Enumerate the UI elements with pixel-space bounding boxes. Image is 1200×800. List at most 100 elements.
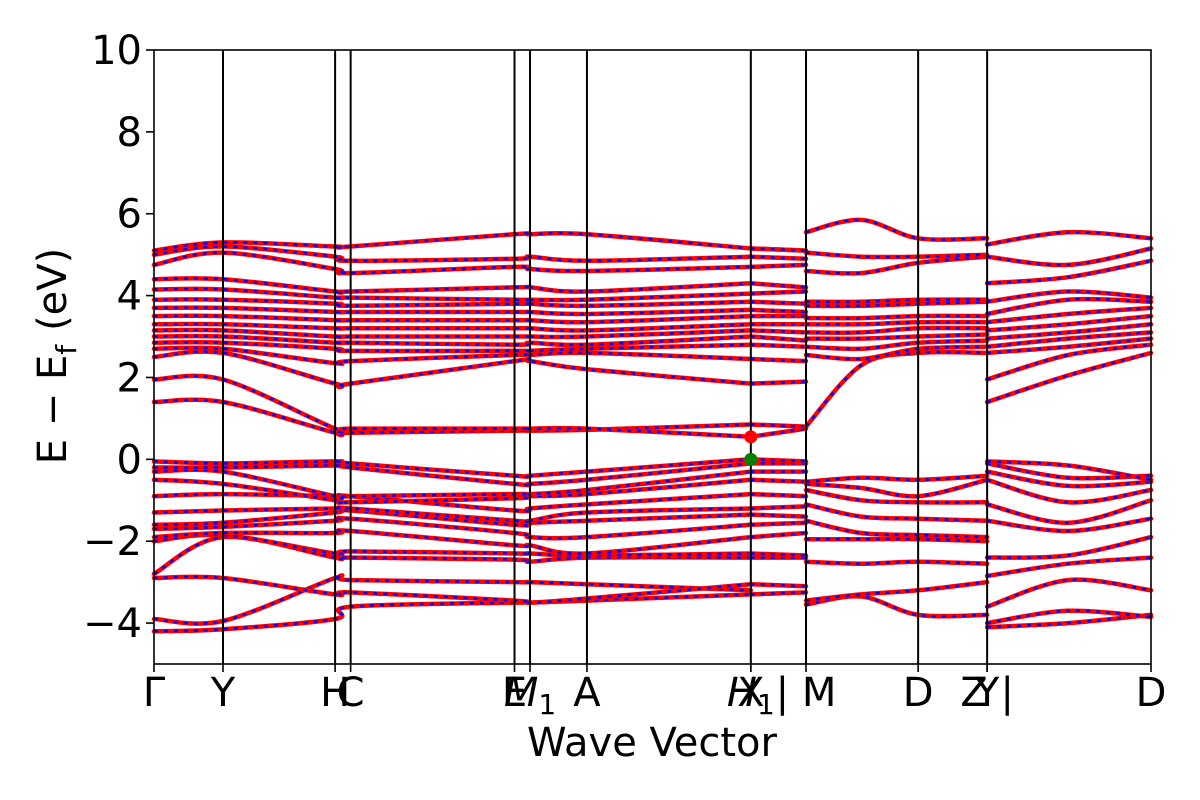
band-dash-seg0-b20 bbox=[153, 328, 751, 339]
band-line-seg1-b16 bbox=[748, 356, 809, 364]
band-dash-seg0-b23 bbox=[153, 306, 751, 316]
x-tick-label-3: C bbox=[337, 670, 365, 716]
svg-text:E − Ef(eV): E − Ef (eV) bbox=[30, 248, 83, 465]
band-dash-seg0-b15 bbox=[153, 374, 751, 439]
x-tick-label-6: A bbox=[573, 670, 601, 716]
band-dash-seg2-b8 bbox=[805, 474, 988, 484]
band-dash-seg3-b1 bbox=[986, 609, 1152, 625]
band-dash-seg2-b15 bbox=[805, 314, 988, 320]
band-line-seg1-b4 bbox=[748, 530, 809, 540]
band-line-seg2-b18 bbox=[803, 254, 990, 276]
y-axis-title-unit: (eV) bbox=[30, 248, 76, 331]
band-dash-seg0-b2 bbox=[153, 575, 751, 604]
band-dash-seg2-b9 bbox=[805, 350, 988, 428]
band-dash-seg1-b27 bbox=[750, 255, 807, 261]
band-dash-seg3-b13 bbox=[987, 337, 1152, 355]
band-dash-seg2-b2 bbox=[805, 560, 988, 565]
band-dash-seg0-b5 bbox=[153, 529, 751, 555]
band-line-seg1-b8 bbox=[748, 491, 809, 499]
band-line-seg1-b27 bbox=[748, 254, 809, 262]
x-tick-label-8: H1 bbox=[727, 670, 775, 721]
band-line-seg2-b7 bbox=[803, 477, 990, 499]
band-line-seg3-b2 bbox=[984, 577, 1154, 609]
band-dash-seg0-b3 bbox=[153, 535, 751, 576]
band-dash-seg0-b19 bbox=[153, 334, 751, 347]
band-dash-seg2-b11 bbox=[805, 339, 988, 351]
band-line-seg1-b7 bbox=[748, 504, 809, 511]
plot-frame bbox=[153, 49, 1152, 665]
y-tick-label-7: −4 bbox=[83, 601, 142, 647]
band-dash-seg3-b4 bbox=[987, 535, 1152, 559]
band-dash-seg3-b14 bbox=[986, 331, 1152, 349]
band-dash-seg1-b18 bbox=[750, 335, 807, 342]
band-line-seg1-b22 bbox=[748, 307, 809, 315]
band-dash-seg2-b19 bbox=[805, 251, 988, 259]
band-line-seg1-b26 bbox=[748, 262, 809, 270]
cbm-marker bbox=[744, 430, 758, 444]
band-dash-seg3-b18 bbox=[986, 297, 1152, 316]
band-line-seg1-b14 bbox=[748, 422, 809, 429]
band-line-seg1-b25 bbox=[748, 281, 809, 290]
x-tick-label-11: Z | bbox=[960, 670, 1014, 716]
band-line-seg2-b4 bbox=[803, 518, 990, 540]
band-dash-seg3-b11 bbox=[986, 351, 1152, 404]
band-dash-seg3-b0 bbox=[987, 613, 1152, 629]
bands-layer bbox=[151, 217, 1154, 634]
band-line-seg1-b6 bbox=[748, 512, 809, 519]
band-line-seg1-b9 bbox=[748, 477, 809, 485]
band-line-seg1-b24 bbox=[748, 289, 809, 296]
band-dash-seg2-b17 bbox=[805, 298, 988, 304]
band-dash-seg3-b19 bbox=[986, 290, 1152, 303]
band-line-seg2-b20 bbox=[803, 217, 990, 242]
band-line-seg1-b17 bbox=[748, 342, 809, 350]
y-tick-label-4: 2 bbox=[117, 355, 142, 401]
y-tick-label-0: 10 bbox=[91, 28, 142, 74]
band-dash-seg3-b8 bbox=[986, 470, 1152, 488]
band-line-seg2-b9 bbox=[803, 349, 990, 429]
x-tick-label-9: | M bbox=[776, 670, 837, 716]
band-line-seg1-b29 bbox=[748, 246, 809, 253]
band-dash-seg0-b21 bbox=[153, 322, 751, 332]
band-dash-seg2-b6 bbox=[805, 488, 988, 504]
band-dash-seg1-b15 bbox=[750, 380, 807, 385]
band-dash-seg1-b14 bbox=[750, 423, 807, 428]
band-line-seg3-b7 bbox=[984, 477, 1154, 505]
band-dash-seg0-b8 bbox=[153, 506, 751, 524]
band-dash-seg1-b4 bbox=[750, 531, 807, 539]
y-tick-label-5: 0 bbox=[117, 437, 142, 483]
band-dash-seg1-b25 bbox=[750, 282, 807, 289]
band-dash-seg0-b6 bbox=[153, 516, 751, 540]
band-line-seg1-b13 bbox=[748, 426, 809, 440]
band-dash-seg3-b6 bbox=[986, 499, 1152, 525]
band-dash-seg0-b17 bbox=[153, 346, 751, 366]
x-tick-label-5: M1 bbox=[504, 670, 556, 721]
x-axis-title: Wave Vector bbox=[527, 720, 778, 766]
x-tick-label-10: D bbox=[903, 670, 934, 716]
band-dash-seg2-b1 bbox=[805, 580, 988, 602]
y-axis-title-main: E − E bbox=[30, 355, 76, 465]
band-dash-seg1-b5 bbox=[750, 521, 807, 527]
band-dash-seg3-b17 bbox=[986, 306, 1152, 324]
band-dash-seg3-b5 bbox=[986, 517, 1152, 533]
y-axis-title: E − Ef (eV) bbox=[30, 248, 83, 465]
band-line-seg3-b12 bbox=[984, 342, 1154, 382]
band-dash-seg0-b16 bbox=[153, 350, 751, 389]
band-dash-seg3-b10 bbox=[987, 460, 1152, 482]
band-dash-seg3-b3 bbox=[986, 556, 1152, 578]
band-dash-seg3-b16 bbox=[987, 314, 1152, 332]
y-tick-label-2: 6 bbox=[117, 192, 142, 238]
band-dash-seg1-b3 bbox=[750, 552, 807, 557]
markers-layer bbox=[744, 430, 758, 466]
band-dash-seg0-b22 bbox=[153, 314, 751, 324]
kpoint-lines-layer bbox=[221, 50, 989, 664]
vbm-marker bbox=[744, 452, 758, 466]
band-dash-seg1-b9 bbox=[750, 478, 807, 484]
y-axis-title-sub: f bbox=[50, 344, 83, 355]
band-dash-seg2-b13 bbox=[805, 326, 988, 334]
band-dash-seg3-b22 bbox=[986, 230, 1152, 246]
band-line-seg2-b5 bbox=[803, 502, 990, 523]
x-tick-label-13: D bbox=[1136, 670, 1167, 716]
band-dash-seg0-b13 bbox=[153, 458, 751, 479]
band-dash-seg3-b20 bbox=[987, 259, 1152, 285]
